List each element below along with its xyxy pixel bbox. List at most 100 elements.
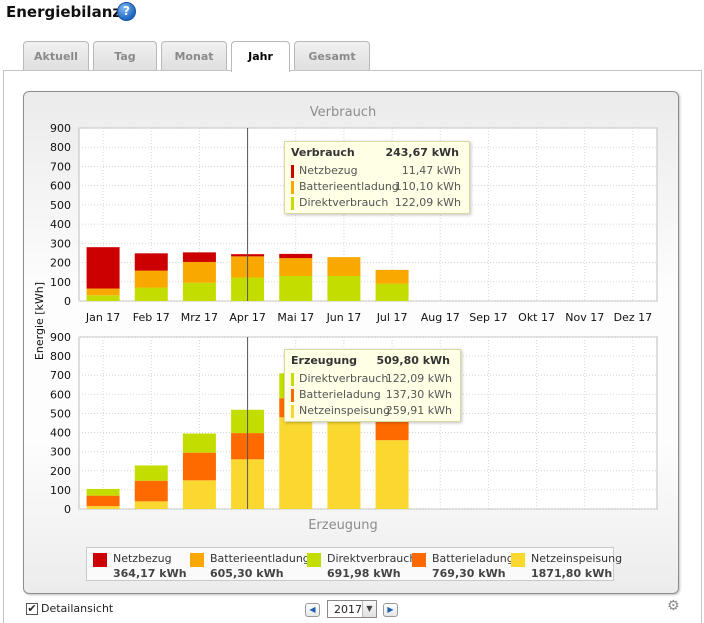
bar-segment (134, 501, 168, 509)
legend-total: 1871,80 kWh (531, 567, 613, 580)
bar-segment (182, 261, 216, 283)
y-tick-label: 800 (50, 350, 71, 363)
tab-monat[interactable]: Monat (161, 41, 227, 71)
tab-tag[interactable]: Tag (93, 41, 157, 71)
y-tick-label: 400 (50, 218, 71, 231)
y-tick-label: 900 (50, 331, 71, 344)
bar-segment (86, 247, 120, 289)
tooltip-row: Batterieladung 137,30 kWh (291, 388, 452, 403)
tooltip-label: Direktverbrauch (299, 372, 389, 385)
bar-segment (86, 506, 120, 509)
bar-segment (279, 258, 313, 277)
x-tick-label: Sep 17 (469, 311, 507, 324)
tooltip-swatch (291, 165, 294, 178)
tooltip-label: Netzeinspeisung (299, 404, 391, 417)
chart-title: Verbrauch (310, 105, 376, 120)
bar-segment (86, 488, 120, 496)
bar-segment (182, 252, 216, 262)
x-tick-label: Jan 17 (85, 311, 120, 324)
x-tick-label: Apr 17 (229, 311, 266, 324)
tooltip-row: Batterieentladung 110,10 kWh (291, 180, 461, 195)
legend-swatch (307, 553, 321, 567)
tooltip-swatch (291, 373, 294, 386)
legend-swatch (190, 553, 204, 567)
bar-segment (86, 288, 120, 296)
tooltip-row: Netzbezug 11,47 kWh (291, 164, 461, 179)
bar-segment (86, 495, 120, 507)
tooltip-total: 509,80 kWh (376, 354, 450, 367)
detail-label: Detailansicht (41, 602, 114, 615)
legend-swatch (93, 553, 107, 567)
bar-segment (134, 253, 168, 271)
tooltip-value: 110,10 kWh (394, 180, 461, 193)
bar-segment (279, 253, 313, 259)
y-tick-label: 0 (64, 503, 71, 516)
gear-icon[interactable]: ⚙ (667, 598, 680, 614)
legend-total: 364,17 kWh (113, 567, 187, 580)
detail-checkbox[interactable]: ✔ (26, 602, 38, 615)
x-tick-label: Feb 17 (133, 311, 170, 324)
tooltip-value: 122,09 kWh (385, 372, 452, 385)
legend-swatch (511, 553, 525, 567)
legend-label: Batterieentladung (210, 552, 310, 565)
bar-segment (279, 417, 313, 509)
y-tick-label: 700 (50, 369, 71, 382)
tooltip-swatch (291, 389, 294, 402)
tooltip-label: Batterieentladung (299, 180, 399, 193)
tooltip-swatch (291, 197, 294, 210)
tooltip-label: Batterieladung (299, 388, 381, 401)
help-icon[interactable]: ? (117, 2, 136, 21)
y-tick-label: 200 (50, 257, 71, 270)
year-value: 2017 (334, 603, 362, 616)
prev-arrow-icon[interactable]: ◀ (305, 603, 320, 617)
y-tick-label: 300 (50, 237, 71, 250)
y-tick-label: 900 (50, 122, 71, 135)
bar-segment (327, 257, 361, 277)
bar-segment (327, 419, 361, 509)
tooltip-value: 122,09 kWh (394, 196, 461, 209)
y-tick-label: 700 (50, 160, 71, 173)
next-arrow-icon[interactable]: ▶ (383, 603, 398, 617)
bar-segment (327, 276, 361, 301)
y-tick-label: 400 (50, 427, 71, 440)
x-tick-label: Nov 17 (565, 311, 604, 324)
y-tick-label: 300 (50, 446, 71, 459)
tab-aktuell[interactable]: Aktuell (23, 41, 89, 71)
bar-segment (375, 269, 409, 284)
bar-segment (182, 480, 216, 509)
tab-gesamt[interactable]: Gesamt (294, 41, 370, 71)
x-tick-label: Jul 17 (376, 311, 408, 324)
bar-segment (134, 270, 168, 288)
y-tick-label: 600 (50, 388, 71, 401)
tooltip-title: Verbrauch (291, 146, 355, 159)
bar-segment (375, 421, 409, 441)
production-tooltip: Erzeugung 509,80 kWh Direktverbrauch 122… (284, 349, 461, 422)
tooltip-label: Netzbezug (299, 164, 358, 177)
x-tick-label: Aug 17 (421, 311, 460, 324)
legend-swatch (412, 553, 426, 567)
legend-label: Netzbezug (113, 552, 172, 565)
x-tick-label: Jun 17 (326, 311, 362, 324)
legend-label: Batterieladung (432, 552, 514, 565)
bar-segment (182, 282, 216, 301)
tooltip-row: Netzeinspeisung 259,91 kWh (291, 404, 452, 419)
bar-segment (279, 276, 313, 301)
tooltip-total: 243,67 kWh (385, 146, 459, 159)
chevron-down-icon: ▼ (362, 601, 376, 617)
y-axis-label: Energie [kWh] (33, 282, 46, 360)
tooltip-swatch (291, 181, 294, 194)
tooltip-value: 11,47 kWh (401, 164, 461, 177)
chart-title: Erzeugung (308, 518, 378, 533)
tooltip-value: 137,30 kWh (385, 388, 452, 401)
legend-total: 691,98 kWh (327, 567, 401, 580)
legend-total: 769,30 kWh (432, 567, 506, 580)
y-tick-label: 800 (50, 141, 71, 154)
bar-segment (86, 295, 120, 301)
tab-jahr[interactable]: Jahr (231, 41, 290, 72)
tooltip-swatch (291, 405, 294, 418)
x-tick-label: Mrz 17 (181, 311, 218, 324)
tooltip-title: Erzeugung (291, 354, 358, 367)
year-select[interactable]: 2017 ▼ (327, 600, 377, 618)
chart-legend: Netzbezug 364,17 kWh Batterieentladung 6… (86, 547, 622, 581)
y-tick-label: 100 (50, 276, 71, 289)
